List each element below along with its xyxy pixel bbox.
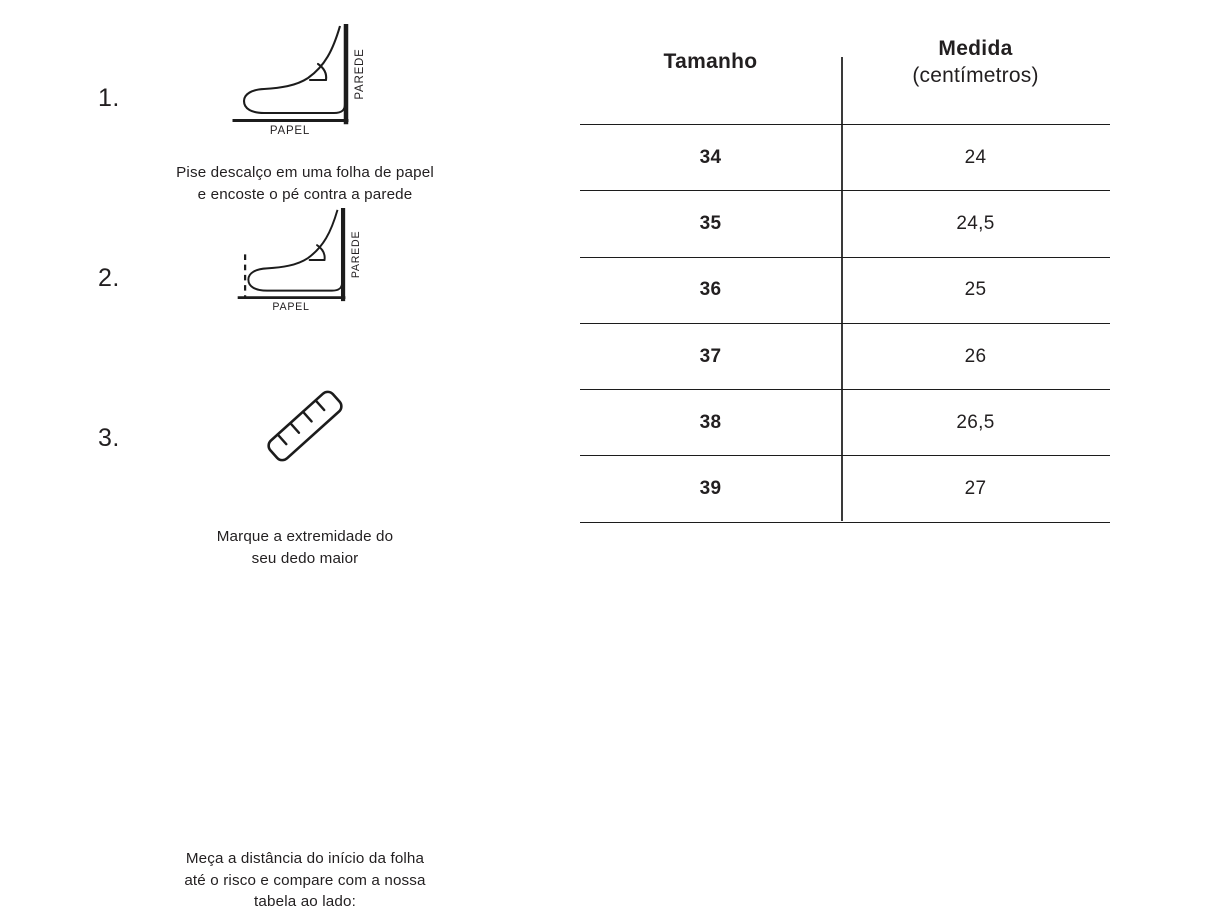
ruler-icon xyxy=(140,382,470,466)
floor-label: PAPEL xyxy=(272,301,309,312)
step-caption-1: Pise descalço em uma folha de papel e en… xyxy=(100,162,510,205)
instruction-steps-panel: 1. PAPEL PAREDE Pise descalço em uma fol… xyxy=(0,0,560,910)
step-caption-line: Meça a distância do início da folha xyxy=(185,850,425,867)
step-caption-line: e encoste o pé contra a parede xyxy=(197,185,413,203)
step-number-1: 1. xyxy=(98,84,120,112)
size-chart-table: Tamanho Medida (centímetros) 34 24 35 xyxy=(580,0,1110,581)
table-cell-measure: 27 xyxy=(841,478,1110,500)
floor-label: PAPEL xyxy=(270,125,310,136)
step-caption-3: Meça a distância do início da folha até … xyxy=(100,848,510,913)
table-header-measure: Medida (centímetros) xyxy=(841,35,1110,90)
table-row: 38 26,5 xyxy=(580,390,1110,457)
wall-label: PAREDE xyxy=(350,231,362,279)
measure-value: 26 xyxy=(964,345,987,367)
table-row: 36 25 xyxy=(580,258,1110,324)
step-caption-line: Pise descalço em uma folha de papel xyxy=(176,164,434,181)
table-cell-measure: 24 xyxy=(841,147,1110,169)
table-cell-measure: 26,5 xyxy=(841,412,1110,434)
wall-label: PAREDE xyxy=(354,48,366,99)
step-number-3: 3. xyxy=(98,424,120,452)
step-caption-line: Marque a extremidade do xyxy=(216,528,394,545)
table-row: 34 24 xyxy=(580,125,1110,192)
size-value: 38 xyxy=(699,411,722,433)
table-cell-measure: 25 xyxy=(841,279,1110,301)
table-cell-size: 37 xyxy=(580,346,841,368)
step-caption-line: seu dedo maior xyxy=(251,549,359,567)
table-cell-size: 38 xyxy=(580,412,841,434)
measure-value: 27 xyxy=(964,478,987,500)
size-value: 36 xyxy=(699,279,722,301)
measure-value: 25 xyxy=(964,279,987,301)
table-header-row: Tamanho Medida (centímetros) xyxy=(580,0,1110,125)
table-header-size: Tamanho xyxy=(580,48,841,75)
table-header-measure-label: Medida xyxy=(938,36,1013,60)
step-number-2: 2. xyxy=(98,264,120,292)
measure-value: 24,5 xyxy=(956,212,995,234)
table-row: 39 27 xyxy=(580,456,1110,523)
table-row: 37 26 xyxy=(580,324,1110,391)
table-cell-size: 39 xyxy=(580,478,841,500)
step-caption-2: Marque a extremidade do seu dedo maior xyxy=(100,526,510,569)
size-value: 37 xyxy=(699,345,722,367)
step-caption-line: até o risco e compare com a nossa xyxy=(184,871,426,889)
table-cell-size: 35 xyxy=(580,213,841,235)
table-cell-measure: 26 xyxy=(841,346,1110,368)
table-row: 35 24,5 xyxy=(580,191,1110,258)
foot-against-wall-diagram: PAPEL PAREDE xyxy=(140,24,470,136)
table-cell-size: 34 xyxy=(580,147,841,169)
foot-against-wall-with-toe-mark-diagram: PAPEL PAREDE xyxy=(140,208,470,312)
table-cell-size: 36 xyxy=(580,279,841,301)
measure-value: 26,5 xyxy=(956,411,995,433)
table-column-divider xyxy=(841,57,843,521)
size-value: 34 xyxy=(699,146,722,168)
table-header-size-label: Tamanho xyxy=(663,50,758,74)
size-value: 35 xyxy=(699,212,722,234)
step-caption-line: tabela ao lado: xyxy=(254,893,356,911)
table-header-measure-unit: (centímetros) xyxy=(912,64,1039,87)
size-value: 39 xyxy=(699,478,722,500)
measure-value: 24 xyxy=(964,146,987,168)
table-cell-measure: 24,5 xyxy=(841,213,1110,235)
